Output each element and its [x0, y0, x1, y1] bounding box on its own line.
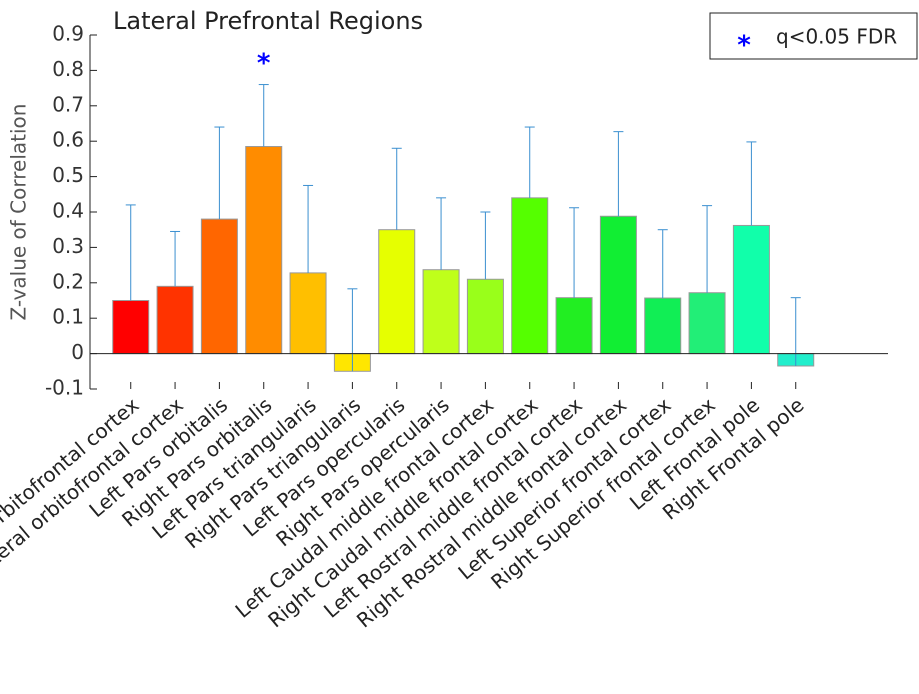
error-bar [391, 147, 402, 230]
bar [599, 215, 637, 355]
error-bar [790, 297, 801, 366]
bar [245, 146, 283, 355]
error-bar [569, 207, 580, 298]
error-bar [214, 126, 225, 220]
y-tick-label: 0.5 [52, 163, 84, 187]
significance-marker: * [257, 49, 271, 79]
bar [688, 292, 726, 355]
y-tick-label: 0.8 [52, 57, 84, 81]
y-axis-label: Z-value of Correlation [7, 104, 31, 321]
legend-box [709, 12, 918, 60]
bar [289, 272, 327, 355]
error-bar [436, 197, 447, 270]
y-tick-label: 0.6 [52, 128, 84, 152]
bar [200, 218, 238, 355]
bar [732, 224, 770, 355]
error-bar [347, 288, 358, 372]
y-tick-label: 0.7 [52, 92, 84, 116]
error-bar [613, 131, 624, 217]
error-bar [702, 205, 713, 293]
legend-label: q<0.05 FDR [776, 25, 897, 49]
bar [156, 285, 194, 355]
bar [112, 300, 150, 355]
y-tick-label: 0.9 [52, 22, 84, 46]
bar [422, 269, 460, 355]
error-bar [170, 230, 181, 287]
error-bar [303, 184, 314, 273]
error-bar [480, 211, 491, 280]
legend-marker: * [737, 31, 751, 61]
y-tick-label: 0.1 [52, 305, 84, 329]
bar [511, 197, 549, 355]
error-bar [524, 126, 535, 198]
y-tick-label: 0.2 [52, 269, 84, 293]
y-tick-label: 0 [71, 340, 84, 364]
bar [466, 278, 504, 355]
error-bar [258, 84, 269, 147]
y-tick-label: 0.3 [52, 234, 84, 258]
y-tick-label: 0.4 [52, 199, 84, 223]
bar [378, 229, 416, 355]
error-bar [657, 229, 668, 299]
error-bar [125, 204, 136, 301]
bar [644, 297, 682, 355]
bar [555, 297, 593, 355]
chart-title: Lateral Prefrontal Regions [113, 7, 423, 35]
y-tick-label: -0.1 [45, 376, 84, 400]
error-bar [746, 141, 757, 226]
